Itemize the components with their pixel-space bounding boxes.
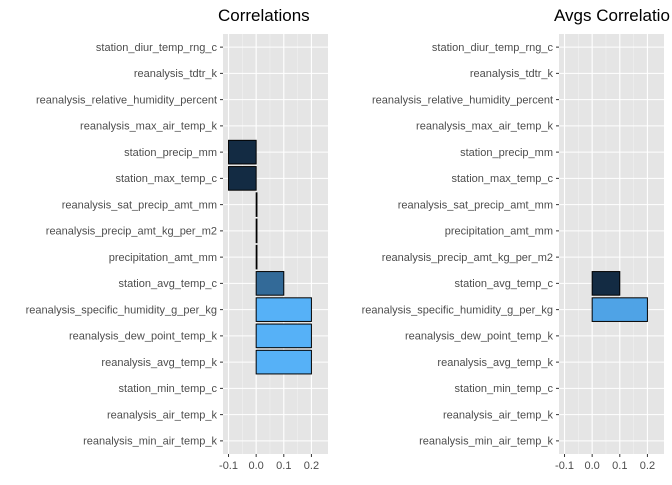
plot-background [559,34,664,454]
plot-background [223,34,328,454]
y-tick-label: precipitation_amt_mm [109,252,217,264]
y-tick-label: precipitation_amt_mm [445,226,553,238]
chart-panel-2: station_diur_temp_rng_c reanalysis_tdtr_k… [362,6,670,472]
y-tick-label: reanalysis_precip_amt_kg_per_m2 [382,252,553,264]
y-tick-label: reanalysis_sat_precip_amt_mm [62,199,217,211]
y-tick-label: reanalysis_air_temp_k [443,409,554,421]
bar-reanalysis_precip_amt_kg_per_m2 [255,218,258,244]
y-tick-label: reanalysis_relative_humidity_percent [372,94,553,106]
y-tick-label: station_min_temp_c [455,383,554,395]
y-tick-label: reanalysis_avg_temp_k [101,357,217,369]
y-tick-label: station_diur_temp_rng_c [432,42,554,54]
y-tick-label: reanalysis_sat_precip_amt_mm [398,199,553,211]
bar-station_max_temp_c [228,166,257,191]
x-tick-label: 0.2 [304,460,319,472]
y-tick-label: station_precip_mm [460,147,553,159]
y-tick-label: reanalysis_precip_amt_kg_per_m2 [46,226,217,238]
x-tick-label: 0.0 [585,460,600,472]
x-tick-label: -0.1 [219,460,238,472]
y-tick-label: reanalysis_min_air_temp_k [419,436,553,448]
y-tick-label: reanalysis_avg_temp_k [437,357,553,369]
bar-reanalysis_dew_point_temp_k [255,323,312,349]
y-tick-label: station_max_temp_c [116,173,218,185]
y-tick-label: reanalysis_min_air_temp_k [83,436,217,448]
bar-station_avg_temp_c [591,271,621,296]
y-tick-label: reanalysis_dew_point_temp_k [69,331,217,343]
y-tick-label: reanalysis_specific_humidity_g_per_kg [26,304,217,316]
bar-reanalysis_avg_temp_k [255,349,312,375]
y-tick-label: station_min_temp_c [119,383,218,395]
bar-reanalysis_sat_precip_amt_mm [255,192,258,217]
y-tick-label: reanalysis_max_air_temp_k [80,121,217,133]
y-tick-label: reanalysis_max_air_temp_k [416,121,553,133]
x-tick-label: -0.1 [555,460,574,472]
bar-reanalysis_specific_humidity_g_per_kg [591,297,648,322]
y-tick-label: station_avg_temp_c [119,278,218,290]
x-tick-label: 0.0 [249,460,264,472]
y-tick-label: station_diur_temp_rng_c [96,42,218,54]
chart-title: Avgs Correlatio [554,6,670,25]
y-tick-label: reanalysis_relative_humidity_percent [36,94,217,106]
y-tick-label: station_max_temp_c [452,173,554,185]
x-tick-label: 0.1 [276,460,291,472]
y-tick-label: reanalysis_specific_humidity_g_per_kg [362,304,553,316]
bar-precipitation_amt_mm [255,244,258,270]
y-tick-label: reanalysis_tdtr_k [134,68,218,80]
bar-reanalysis_specific_humidity_g_per_kg [255,297,312,322]
bar-station_precip_mm [228,139,257,165]
y-tick-label: station_avg_temp_c [455,278,554,290]
y-tick-label: station_precip_mm [124,147,217,159]
x-tick-label: 0.2 [640,460,655,472]
y-tick-label: reanalysis_tdtr_k [470,68,554,80]
chart-panel-1: station_diur_temp_rng_c reanalysis_tdtr_k… [26,6,328,472]
y-tick-label: reanalysis_dew_point_temp_k [405,331,553,343]
y-tick-label: reanalysis_air_temp_k [107,409,218,421]
bar-station_avg_temp_c [255,271,285,296]
x-tick-label: 0.1 [612,460,627,472]
chart-title: Correlations [218,6,310,25]
